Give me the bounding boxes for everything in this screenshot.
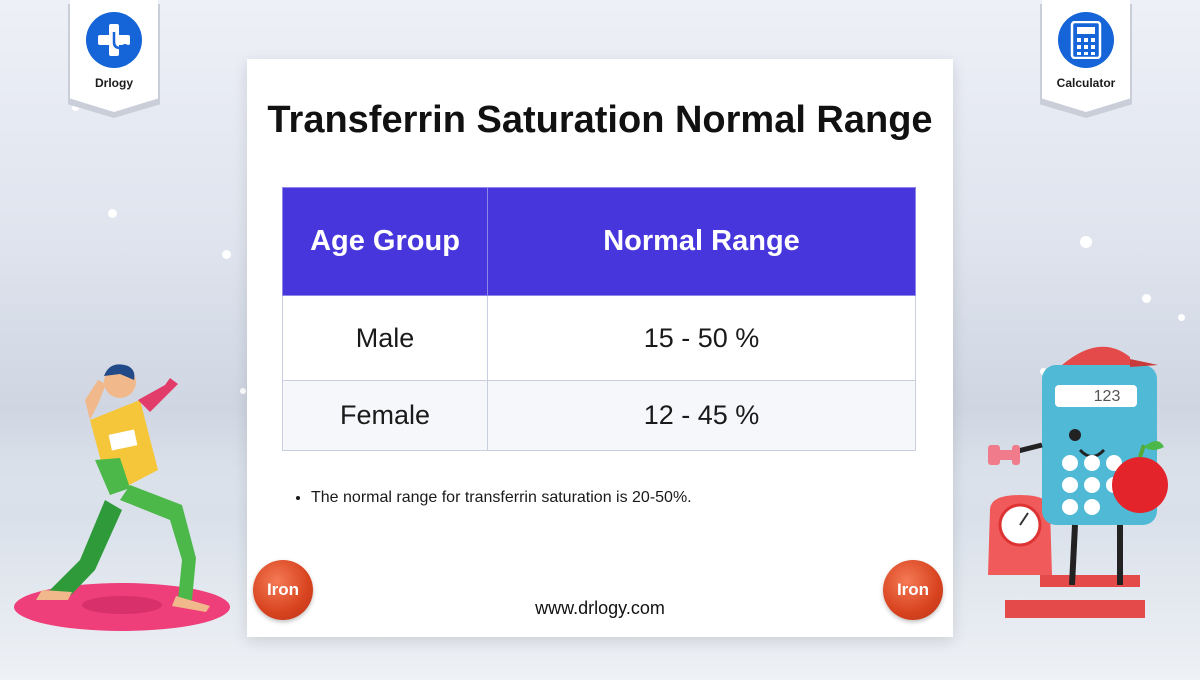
snow-dot [1040, 368, 1047, 375]
normal-range-table: Age Group Normal Range Male 15 - 50 % Fe… [282, 187, 916, 451]
header-age-group: Age Group [282, 187, 488, 296]
snow-dot [1178, 314, 1185, 321]
calculator-label: Calculator [1056, 76, 1116, 90]
header-normal-range: Normal Range [487, 187, 916, 296]
table-row: Male 15 - 50 % [282, 295, 916, 381]
snow-dot [1080, 236, 1092, 248]
calculator-badge[interactable]: Calculator [1042, 0, 1130, 112]
website-link[interactable]: www.drlogy.com [535, 598, 665, 618]
page-title: Transferrin Saturation Normal Range [267, 99, 933, 141]
iron-badge-right: Iron [883, 560, 943, 620]
drlogy-label: Drlogy [94, 76, 133, 90]
exercising-man-illustration [14, 364, 230, 631]
table-row: Female 12 - 45 % [282, 380, 916, 451]
snow-dot [1142, 294, 1151, 303]
snow-dot [222, 250, 231, 259]
table-header-row: Age Group Normal Range [282, 187, 916, 296]
svg-text:123: 123 [1094, 388, 1121, 405]
cell-age-group: Male [282, 295, 488, 381]
cell-age-group: Female [282, 380, 488, 451]
notes-list: The normal range for transferrin saturat… [291, 489, 692, 507]
snow-dot [240, 388, 246, 394]
snow-dot [72, 104, 79, 111]
cell-normal-range: 15 - 50 % [487, 295, 916, 381]
cell-normal-range: 12 - 45 % [487, 380, 916, 451]
snow-dot [108, 209, 117, 218]
iron-badge-left: Iron [253, 560, 313, 620]
drlogy-badge[interactable]: Drlogy [70, 0, 158, 112]
stethoscope-cross-icon [86, 12, 142, 68]
calculator-icon [1058, 12, 1114, 68]
note-item: The normal range for transferrin saturat… [311, 489, 692, 507]
range-card: Transferrin Saturation Normal Range Age … [247, 59, 953, 637]
calculator-scale-mascot-illustration: 123 [988, 346, 1168, 618]
